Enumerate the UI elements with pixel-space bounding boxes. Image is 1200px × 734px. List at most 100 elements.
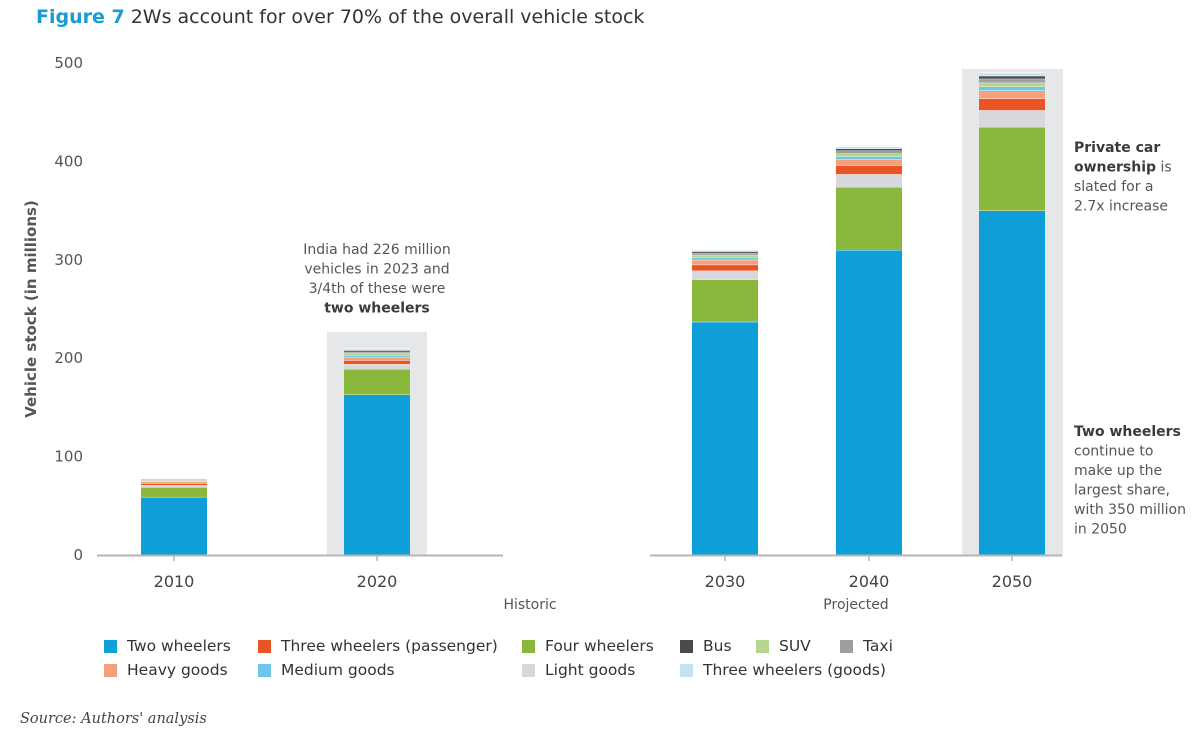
legend-item-two-wheelers: Two wheelers — [104, 637, 231, 655]
legend-swatch — [522, 663, 535, 677]
legend-label: Medium goods — [281, 661, 395, 679]
bar-segment-2010-light-goods — [141, 485, 207, 488]
bar-segment-2020-light-goods — [344, 364, 410, 370]
legend-label: Heavy goods — [127, 661, 228, 679]
bar-segment-2040-heavy-goods — [836, 159, 902, 166]
source-note: Source: Authors' analysis — [20, 711, 207, 727]
legend-label: Taxi — [863, 637, 893, 655]
bar-segment-2040-two-wheelers — [836, 249, 902, 555]
bar-segment-2050-three-wheelers-goods- — [979, 72, 1045, 76]
figure-title: Figure 7 2Ws account for over 70% of the … — [36, 6, 644, 28]
legend-label: SUV — [779, 637, 811, 655]
legend-label: Four wheelers — [545, 637, 654, 655]
legend-item-three-wheelers-goods-: Three wheelers (goods) — [680, 661, 886, 679]
bar-segment-2020-bus — [344, 350, 410, 352]
bar-segment-2020-medium-goods — [344, 355, 410, 358]
chart-legend: Two wheelers Three wheelers (passenger) Fo… — [104, 637, 924, 685]
y-tick-label: 0 — [73, 546, 83, 564]
bar-segment-2020-heavy-goods — [344, 357, 410, 361]
legend-item-light-goods: Light goods — [522, 661, 635, 679]
bar-segment-2050-four-wheelers — [979, 126, 1045, 211]
legend-item-medium-goods: Medium goods — [258, 661, 395, 679]
x-tick-label: 2040 — [849, 572, 890, 591]
bar-segment-2030-suv — [692, 254, 758, 258]
bar-segment-2040-light-goods — [836, 174, 902, 187]
bar-segment-2050-taxi — [979, 78, 1045, 83]
stacked-bar-chart: 0 100 200 300 400 500 Vehicle stock (in millio… — [22, 54, 1186, 613]
legend-item-three-wheelers-passenger-: Three wheelers (passenger) — [258, 637, 498, 655]
bar-segment-2050-light-goods — [979, 110, 1045, 127]
legend-item-bus: Bus — [680, 637, 732, 655]
legend-item-heavy-goods: Heavy goods — [104, 661, 228, 679]
legend-row: Two wheelers Three wheelers (passenger) Fo… — [104, 637, 924, 661]
bar-segment-2040-taxi — [836, 150, 902, 154]
bar-segment-2050-two-wheelers — [979, 210, 1045, 555]
y-tick-label: 400 — [54, 152, 83, 170]
legend-label: Bus — [703, 637, 732, 655]
bar-segment-2030-medium-goods — [692, 257, 758, 260]
bar-segment-2030-three-wheelers-goods- — [692, 249, 758, 252]
bar-segment-2030-taxi — [692, 252, 758, 255]
bar-segment-2050-bus — [979, 75, 1045, 79]
group-label-historic: Historic — [503, 597, 556, 613]
bar-segment-2020-two-wheelers — [344, 394, 410, 555]
bar-segment-2030-three-wheelers-passenger- — [692, 264, 758, 271]
legend-swatch — [756, 639, 769, 653]
group-label-projected: Projected — [823, 597, 888, 613]
bar-segment-2030-heavy-goods — [692, 259, 758, 265]
annotation-1: India had 226 million vehicles in 2023 an… — [303, 242, 450, 317]
bar-segment-2030-bus — [692, 251, 758, 253]
legend-label: Three wheelers (goods) — [703, 661, 886, 679]
bar-segment-2010-heavy-goods — [141, 481, 207, 484]
y-tick-label: 300 — [54, 251, 83, 269]
legend-label: Light goods — [545, 661, 636, 679]
legend-swatch — [104, 639, 117, 653]
annotation-2: Private car ownership is slated for a 2.7x … — [1074, 140, 1172, 215]
bar-segment-2020-four-wheelers — [344, 369, 410, 395]
legend-label: Three wheelers (passenger) — [281, 637, 498, 655]
bar-segment-2020-three-wheelers-goods- — [344, 348, 410, 351]
x-tick-label: 2050 — [992, 572, 1033, 591]
legend-swatch — [258, 663, 271, 677]
y-tick-label: 100 — [54, 448, 83, 466]
legend-swatch — [680, 663, 693, 677]
legend-label: Two wheelers — [127, 637, 231, 655]
bar-segment-2030-four-wheelers — [692, 279, 758, 322]
legend-swatch — [258, 639, 271, 653]
legend-row: Heavy goods Medium goods Light goods Three … — [104, 661, 924, 685]
bar-segment-2030-light-goods — [692, 270, 758, 280]
bar-segment-2010-four-wheelers — [141, 487, 207, 497]
bar-segment-2040-three-wheelers-passenger- — [836, 165, 902, 175]
legend-item-suv: SUV — [756, 637, 811, 655]
y-axis-label: Vehicle stock (in millions) — [22, 200, 40, 418]
bar-segment-2050-suv — [979, 82, 1045, 87]
bar-segment-2020-suv — [344, 353, 410, 356]
annotation-3: Two wheelers continue to make up the larges… — [1074, 424, 1186, 538]
x-tick-label: 2010 — [154, 572, 195, 591]
bar-segment-2040-suv — [836, 153, 902, 157]
bar-segment-2050-medium-goods — [979, 86, 1045, 91]
bar-segment-2040-four-wheelers — [836, 186, 902, 250]
y-tick-label: 200 — [54, 349, 83, 367]
y-tick-label: 500 — [54, 54, 83, 72]
bar-segment-2030-two-wheelers — [692, 321, 758, 555]
legend-swatch — [680, 639, 693, 653]
bar-segment-2040-medium-goods — [836, 156, 902, 160]
legend-swatch — [104, 663, 117, 677]
figure-number: Figure 7 — [36, 6, 125, 28]
bar-segment-2020-taxi — [344, 351, 410, 354]
bar-segment-2040-three-wheelers-goods- — [836, 146, 902, 149]
legend-swatch — [840, 639, 853, 653]
legend-item-four-wheelers: Four wheelers — [522, 637, 654, 655]
figure-title-text: 2Ws account for over 70% of the overall … — [130, 6, 645, 28]
x-tick-label: 2030 — [705, 572, 746, 591]
bar-segment-2020-three-wheelers-passenger- — [344, 360, 410, 365]
bar-segment-2050-three-wheelers-passenger- — [979, 98, 1045, 111]
x-tick-label: 2020 — [357, 572, 398, 591]
bar-segment-2050-heavy-goods — [979, 90, 1045, 99]
legend-item-taxi: Taxi — [840, 637, 893, 655]
bar-segment-2010-three-wheelers-passenger- — [141, 483, 207, 486]
bar-segment-2040-bus — [836, 148, 902, 151]
legend-swatch — [522, 639, 535, 653]
bar-segment-2010-two-wheelers — [141, 496, 207, 555]
